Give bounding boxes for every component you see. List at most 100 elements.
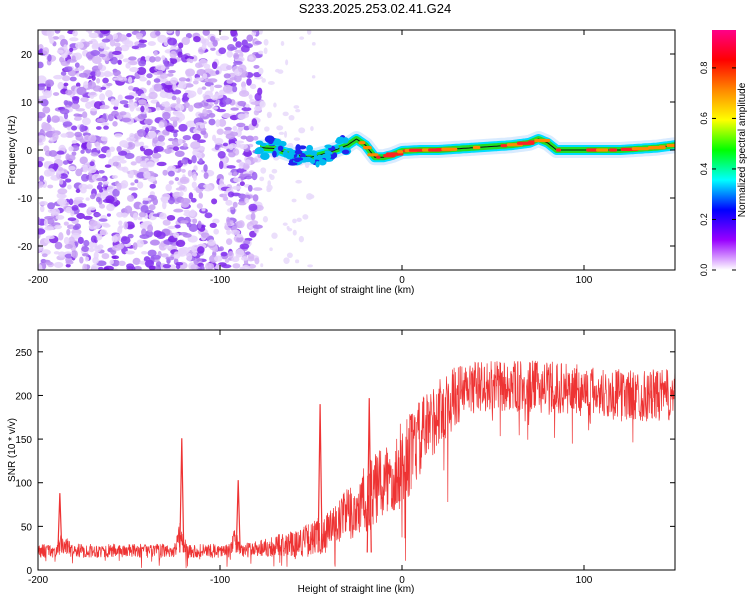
noise-blob [254, 40, 262, 45]
noise-blob [44, 226, 54, 231]
snr-x-label: Height of straight line (km) [298, 584, 415, 595]
noise-blob [38, 75, 47, 84]
noise-blob [66, 228, 71, 236]
colorbar: 0.0 0.2 0.4 0.6 0.8 Normalized spectral ampl… [699, 30, 748, 276]
trace-blob [324, 150, 330, 155]
noise-blob [60, 133, 68, 138]
noise-blob [41, 253, 48, 258]
trace-blob [260, 142, 267, 147]
trace-blob [306, 144, 314, 152]
trace-blob [313, 154, 318, 161]
trace-peak [631, 147, 650, 151]
noise-blob [307, 264, 314, 268]
noise-blob [144, 103, 150, 109]
noise-blob [168, 137, 175, 142]
noise-blob [88, 134, 97, 143]
noise-blob [204, 212, 213, 219]
noise-blob [306, 30, 312, 35]
noise-blob [258, 50, 264, 55]
noise-blob [96, 260, 107, 267]
noise-blob [53, 251, 60, 255]
noise-blob [83, 81, 89, 89]
noise-blob [153, 145, 164, 152]
noise-blob [250, 212, 256, 221]
noise-blob [264, 126, 270, 132]
noise-blob [214, 84, 223, 89]
noise-blob [125, 250, 135, 255]
noise-blob [180, 159, 185, 164]
noise-blob [172, 83, 177, 91]
noise-blob [52, 132, 59, 141]
noise-blob [296, 217, 302, 223]
noise-blob [94, 213, 102, 217]
noise-blob [263, 38, 269, 46]
noise-blob [45, 79, 55, 88]
noise-blob [199, 122, 205, 129]
noise-blob [137, 99, 147, 105]
noise-blob [203, 184, 212, 189]
noise-blob [208, 118, 216, 126]
noise-blob [243, 125, 250, 131]
noise-blob [258, 67, 264, 75]
noise-blob [167, 69, 176, 74]
x-tick-label: 100 [576, 575, 593, 586]
noise-blob [143, 145, 149, 149]
noise-blob [133, 141, 141, 147]
noise-blob [157, 135, 165, 142]
trace-blob [267, 136, 274, 145]
noise-blob [280, 40, 285, 47]
noise-blob [110, 56, 118, 65]
trace-peak [555, 148, 562, 152]
noise-blob [63, 221, 69, 226]
noise-blob [191, 155, 197, 164]
noise-blob [185, 120, 197, 128]
noise-blob [99, 203, 106, 209]
noise-blob [222, 193, 228, 198]
noise-blob [232, 37, 238, 42]
noise-blob [106, 213, 111, 217]
noise-blob [192, 218, 198, 224]
noise-blob [175, 187, 185, 191]
noise-blob [197, 182, 207, 190]
noise-blob [116, 145, 122, 153]
noise-blob [259, 176, 265, 182]
noise-blob [55, 215, 65, 220]
noise-blob [59, 193, 67, 199]
noise-blob [234, 140, 245, 144]
noise-blob [155, 107, 161, 111]
noise-blob [140, 160, 147, 167]
noise-blob [162, 219, 171, 226]
noise-blob [47, 184, 54, 189]
noise-blob [174, 103, 185, 112]
noise-blob [120, 236, 131, 245]
noise-blob [248, 55, 254, 61]
x-tick-label: -200 [28, 575, 48, 586]
noise-blob [148, 265, 156, 270]
noise-blob [112, 161, 119, 167]
noise-blob [65, 263, 71, 268]
noise-blob [111, 235, 118, 243]
noise-blob [163, 39, 169, 47]
noise-blob [98, 42, 107, 49]
noise-blob [117, 166, 126, 171]
noise-blob [113, 103, 119, 107]
noise-blob [164, 148, 172, 155]
noise-blob [96, 77, 101, 84]
noise-blob [221, 264, 232, 269]
trace-blob [298, 145, 307, 150]
noise-blob [57, 188, 68, 195]
noise-blob [154, 140, 166, 147]
noise-blob [82, 41, 90, 48]
noise-blob [241, 264, 251, 270]
noise-blob [46, 114, 51, 124]
noise-blob [117, 53, 124, 60]
noise-blob [53, 261, 64, 269]
noise-blob [174, 224, 181, 229]
y-tick-label: 0 [26, 566, 32, 577]
y-tick-label: 10 [21, 98, 33, 109]
noise-blob [45, 261, 53, 266]
noise-blob [203, 164, 208, 173]
noise-blob [74, 62, 80, 68]
noise-blob [81, 173, 89, 182]
noise-blob [197, 87, 203, 95]
